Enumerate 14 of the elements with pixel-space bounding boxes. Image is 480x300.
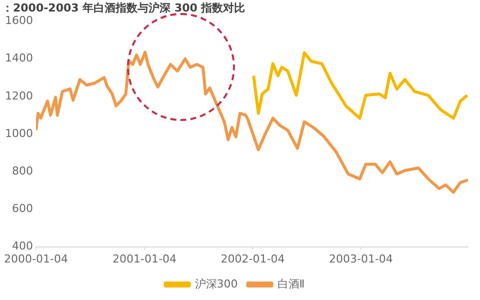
legend-label: 沪深300 <box>194 277 238 290</box>
y-tick-label: 600 <box>12 202 33 216</box>
legend-label: 白酒Ⅱ <box>277 277 305 290</box>
x-tick-label: 2002-01-04 <box>220 252 285 266</box>
y-tick-label: 1000 <box>4 126 33 140</box>
x-tick-label: 2003-01-04 <box>328 252 393 266</box>
chart-title: ：2000-2003 年白酒指数与沪深 300 指数对比 <box>2 1 246 14</box>
y-tick-label: 400 <box>12 240 33 253</box>
y-tick-label: 1400 <box>4 52 33 65</box>
y-tick-label: 1200 <box>4 89 33 102</box>
y-tick-label: 800 <box>12 164 33 178</box>
y-tick-label: 1600 <box>4 14 33 28</box>
x-tick-label: 2001-01-04 <box>112 252 176 266</box>
x-tick-label: 2000-01-04 <box>4 252 68 266</box>
